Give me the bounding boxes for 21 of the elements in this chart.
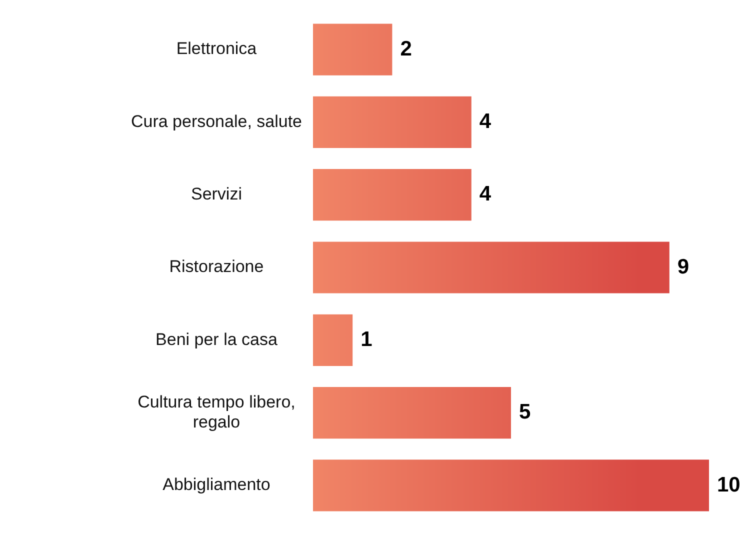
y-tick-label: Ristorazione [169, 257, 264, 276]
data-label: 10 [717, 473, 740, 496]
bar [313, 314, 353, 366]
bar [313, 387, 511, 439]
bar [313, 24, 392, 76]
y-tick-label: Abbigliamento [162, 475, 270, 494]
data-label: 5 [519, 400, 531, 424]
data-label: 9 [677, 255, 690, 278]
y-tick-label: Servizi [190, 184, 242, 204]
y-tick-label: Cultura tempo libero, regalo [138, 392, 296, 432]
data-label: 4 [479, 110, 492, 133]
bar [313, 96, 472, 148]
y-tick-label: Elettronica [176, 39, 258, 58]
data-label: 4 [479, 182, 492, 206]
bar [313, 460, 709, 512]
bar [313, 169, 472, 221]
data-label: 1 [360, 328, 373, 351]
y-tick-label: Beni per la casa [156, 330, 278, 349]
bar [313, 242, 670, 294]
y-tick-label: Cura personale, salute [130, 112, 302, 131]
data-label: 2 [400, 37, 412, 60]
